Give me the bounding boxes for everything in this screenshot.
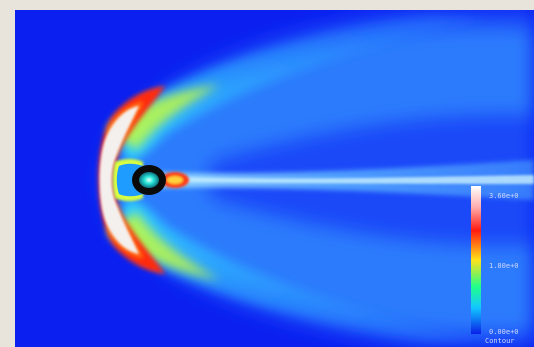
colorbar (471, 186, 481, 334)
bow-shock-core (99, 106, 139, 254)
sheath-transition (107, 85, 220, 280)
magnetotail (155, 160, 534, 200)
colorbar-max-label: 3.60e+0 (489, 192, 519, 200)
colorbar-min-label: 0.00e+0 (489, 328, 519, 336)
simulation-view: 3.60e+0 1.80e+0 0.00e+0 Contour (15, 10, 534, 347)
near-tail-plasma (161, 172, 189, 188)
colorbar-mid-label: 1.80e+0 (489, 262, 519, 270)
planet (132, 165, 166, 195)
magnetosphere-density-field (98, 10, 534, 347)
colorbar-title: Contour (485, 337, 515, 345)
